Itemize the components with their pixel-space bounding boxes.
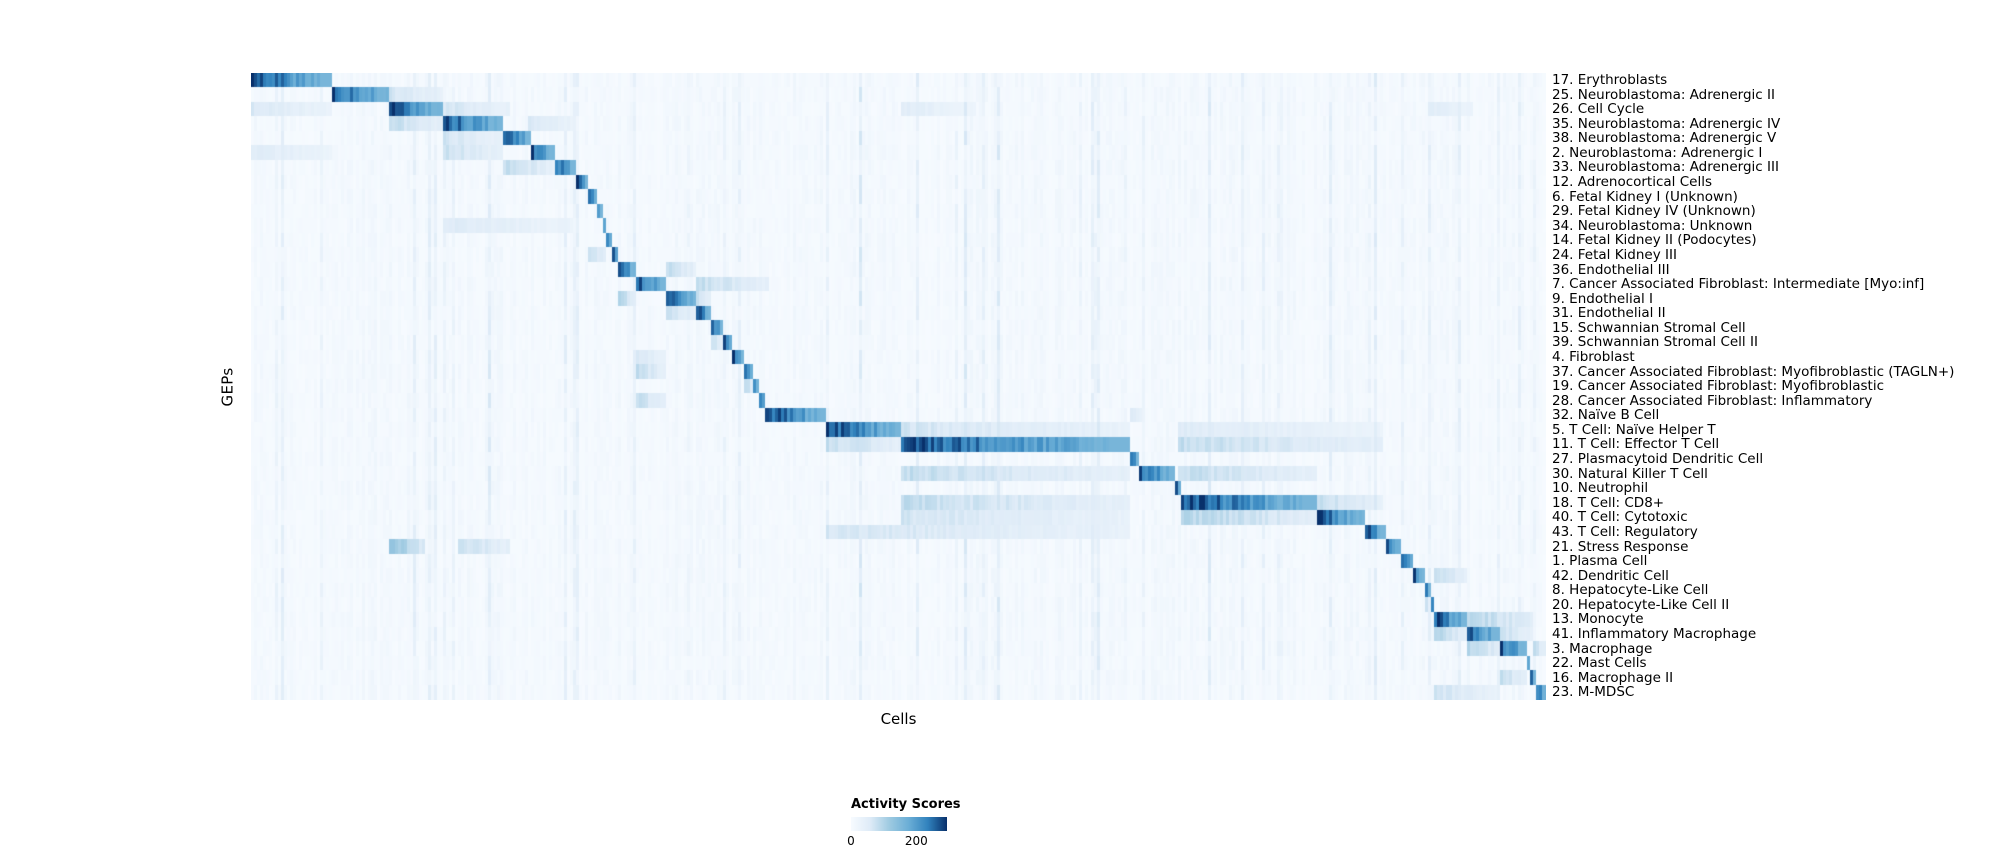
- y-axis-label-wrap: GEPs: [214, 73, 240, 700]
- colorbar-ticks: 0 200: [847, 834, 947, 850]
- row-label: 4. Fibroblast: [1552, 348, 1635, 365]
- row-label: 22. Mast Cells: [1552, 655, 1647, 672]
- row-label: 19. Cancer Associated Fibroblast: Myofib…: [1552, 378, 1885, 395]
- row-label: 18. T Cell: CD8+: [1552, 494, 1665, 511]
- colorbar-tick-max: 200: [904, 834, 928, 848]
- row-label: 6. Fetal Kidney I (Unknown): [1552, 188, 1738, 205]
- row-label: 40. T Cell: Cytotoxic: [1552, 509, 1688, 526]
- row-label: 34. Neuroblastoma: Unknown: [1552, 217, 1753, 234]
- x-axis-label: Cells: [880, 710, 917, 728]
- row-label: 13. Monocyte: [1552, 611, 1644, 628]
- row-label: 9. Endothelial I: [1552, 290, 1654, 307]
- colorbar-gradient: [851, 817, 947, 831]
- row-label: 2. Neuroblastoma: Adrenergic I: [1552, 144, 1763, 161]
- row-label: 31. Endothelial II: [1552, 305, 1666, 322]
- y-axis-label: GEPs: [218, 367, 236, 406]
- row-label: 23. M-MDSC: [1552, 684, 1635, 701]
- row-label: 17. Erythroblasts: [1552, 72, 1668, 88]
- row-label: 29. Fetal Kidney IV (Unknown): [1552, 203, 1756, 220]
- row-label: 5. T Cell: Naïve Helper T: [1552, 421, 1716, 438]
- row-label: 15. Schwannian Stromal Cell: [1552, 319, 1746, 336]
- row-labels: 17. Erythroblasts 25. Neuroblastoma: Adre…: [1552, 73, 1954, 700]
- colorbar-title: Activity Scores: [851, 797, 961, 812]
- row-label: 28. Cancer Associated Fibroblast: Inflam…: [1552, 392, 1873, 409]
- row-label: 25. Neuroblastoma: Adrenergic II: [1552, 86, 1775, 103]
- row-label: 7. Cancer Associated Fibroblast: Interme…: [1552, 276, 1925, 293]
- row-label: 26. Cell Cycle: [1552, 101, 1645, 118]
- row-label: 37. Cancer Associated Fibroblast: Myofib…: [1552, 363, 1955, 380]
- heatmap-canvas: [251, 73, 1546, 700]
- colorbar-tick-min: 0: [847, 834, 855, 848]
- row-label: 8. Hepatocyte-Like Cell: [1552, 582, 1709, 599]
- row-label: 16. Macrophage II: [1552, 669, 1674, 686]
- row-label: 12. Adrenocortical Cells: [1552, 174, 1712, 191]
- row-label: 33. Neuroblastoma: Adrenergic III: [1552, 159, 1779, 176]
- colorbar-legend: Activity Scores 0 200: [847, 797, 1011, 850]
- row-label: 21. Stress Response: [1552, 538, 1689, 555]
- row-label: 41. Inflammatory Macrophage: [1552, 625, 1757, 642]
- row-label: 1. Plasma Cell: [1552, 553, 1648, 570]
- row-label: 35. Neuroblastoma: Adrenergic IV: [1552, 115, 1781, 132]
- row-label: 39. Schwannian Stromal Cell II: [1552, 334, 1758, 351]
- row-label: 11. T Cell: Effector T Cell: [1552, 436, 1720, 453]
- row-label: 24. Fetal Kidney III: [1552, 246, 1677, 263]
- row-label: 43. T Cell: Regulatory: [1552, 523, 1698, 540]
- row-label: 14. Fetal Kidney II (Podocytes): [1552, 232, 1757, 249]
- row-label: 38. Neuroblastoma: Adrenergic V: [1552, 130, 1777, 147]
- row-label: 36. Endothelial III: [1552, 261, 1670, 278]
- row-label: 10. Neutrophil: [1552, 480, 1649, 497]
- row-label: 42. Dendritic Cell: [1552, 567, 1669, 584]
- row-label: 27. Plasmacytoid Dendritic Cell: [1552, 451, 1764, 468]
- row-label: 20. Hepatocyte-Like Cell II: [1552, 596, 1730, 613]
- heatmap-plot: [251, 73, 1546, 700]
- row-label: 30. Natural Killer T Cell: [1552, 465, 1708, 482]
- row-label: 32. Naïve B Cell: [1552, 407, 1660, 424]
- row-label: 3. Macrophage: [1552, 640, 1653, 657]
